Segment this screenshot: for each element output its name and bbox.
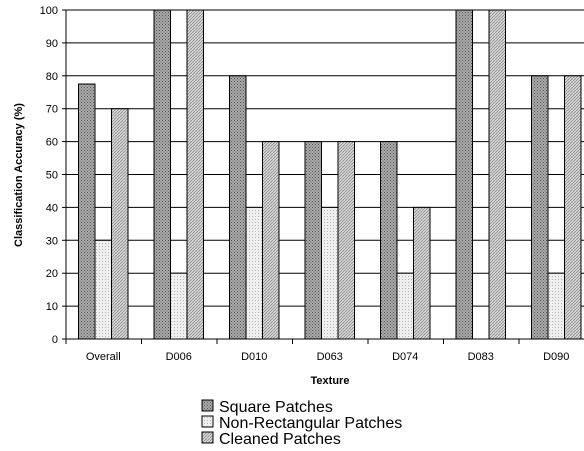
bar-overall-series-3 [111,108,129,340]
x-axis-title: Texture [311,375,350,387]
y-tick-label: 80 [46,71,58,83]
y-tick-label: 30 [46,235,58,247]
bar-d074-series-3 [413,206,431,340]
bar-d010-series-2 [245,206,263,340]
y-tick-label: 50 [46,170,58,182]
bar-d010-series-1 [229,75,247,340]
bar-d063-series-2 [321,206,339,340]
legend-label-3: Cleaned Patches [219,431,341,448]
x-tick-label-d010: D010 [241,351,267,363]
y-tick-label: 90 [46,38,58,50]
bar-d083-series-1 [455,9,473,340]
bar-d010-series-3 [262,141,280,340]
x-tick-label-d006: D006 [166,351,192,363]
bar-d090-series-2 [547,272,565,340]
bar-d074-series-1 [380,141,398,340]
x-tick-labels: Overall D006 D010 D063 D074 D083 D090 [86,351,570,363]
y-tick-labels: 0 10 20 30 40 50 60 70 80 90 100 [40,5,58,346]
y-axis-title: Classification Accuracy (%) [13,103,25,247]
y-tick-label: 10 [46,301,58,313]
bar-d090-series-1 [531,75,549,340]
y-tick-label: 70 [46,104,58,116]
y-tick-label: 20 [46,268,58,280]
axes [62,9,584,344]
bar-d063-series-3 [337,141,355,340]
x-tick-label-d063: D063 [317,351,343,363]
bar-d006-series-3 [186,9,204,340]
y-tick-label: 100 [40,5,58,17]
bar-d006-series-1 [153,9,171,340]
y-tick-label: 40 [46,202,58,214]
x-tick-label-d074: D074 [392,351,418,363]
y-tick-label: 60 [46,137,58,149]
legend-swatch-3 [201,431,214,444]
y-tick-label: 0 [52,334,58,346]
bar-d083-series-3 [488,9,506,340]
bar-d074-series-2 [396,272,414,340]
legend-swatch-2 [201,415,214,428]
bars [78,9,582,340]
x-tick-label-d090: D090 [543,351,569,363]
legend-label-1: Square Patches [219,399,333,416]
bar-d006-series-2 [170,272,188,340]
x-tick-label-overall: Overall [86,351,121,363]
legend-swatch-1 [201,399,214,412]
legend-label-2: Non-Rectangular Patches [219,415,402,432]
bar-overall-series-1 [78,83,96,340]
bar-d063-series-1 [304,141,322,340]
bar-overall-series-2 [94,239,112,340]
bar-d090-series-3 [564,75,582,340]
x-tick-label-d083: D083 [468,351,494,363]
